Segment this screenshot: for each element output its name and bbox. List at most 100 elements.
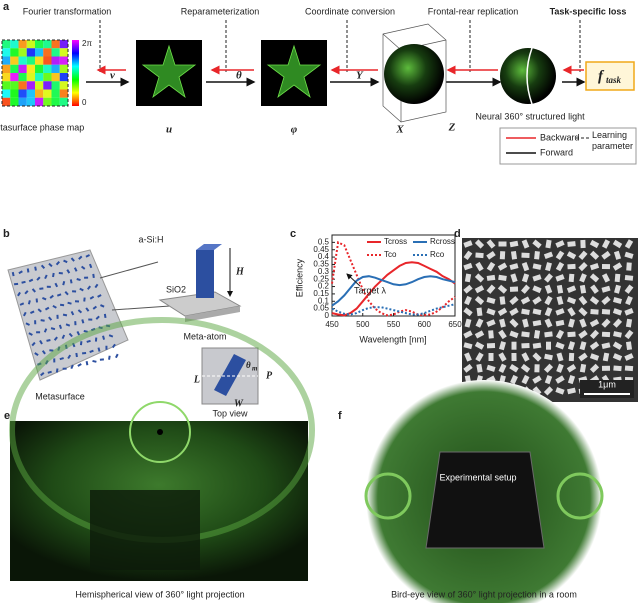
pillar (578, 307, 588, 317)
phase-pixel (59, 81, 69, 90)
sphere (500, 48, 556, 104)
pillar (589, 341, 600, 351)
annotation: Target λ (354, 285, 387, 295)
pillar (463, 342, 473, 350)
pillar (601, 264, 611, 270)
pillar (590, 309, 599, 315)
x-tick-label: 500 (356, 320, 370, 329)
pillar (521, 261, 530, 272)
pillar (521, 308, 530, 315)
pillar (544, 331, 553, 338)
pillar (602, 352, 610, 362)
phase-pixel (18, 64, 27, 74)
phase-pixel (10, 97, 19, 107)
phase-pixel (18, 40, 27, 49)
atom (86, 339, 91, 343)
atom (34, 320, 37, 325)
atom (55, 368, 59, 373)
atom (55, 261, 61, 266)
pillar (511, 352, 517, 362)
atom (83, 297, 86, 302)
pillar (614, 284, 621, 294)
atom (76, 278, 81, 282)
pillar (579, 341, 587, 351)
atom (39, 287, 44, 290)
phase-pixel (26, 56, 36, 65)
pillar (556, 352, 564, 362)
atom (99, 358, 104, 361)
pillar (544, 318, 553, 328)
atom (88, 318, 93, 321)
pillar (601, 331, 611, 338)
pillar (601, 365, 611, 371)
step-label: Task-specific loss (550, 6, 627, 16)
caption: Neural 360° structured light (475, 111, 585, 121)
step-label: Coordinate conversion (305, 6, 395, 16)
phase-pixel (10, 89, 19, 98)
atom (26, 268, 30, 273)
pillar (567, 241, 576, 247)
plot-frame (331, 234, 456, 317)
pillar (601, 250, 611, 260)
y-tick-label: 0.05 (313, 304, 329, 313)
pillar (474, 330, 485, 339)
pillar (568, 318, 575, 328)
phase-pixel (26, 64, 36, 74)
atom (40, 264, 46, 269)
legend-label: Learning parameter (592, 130, 634, 151)
pillar (601, 309, 611, 315)
pillar (612, 262, 623, 271)
pillar (520, 296, 531, 305)
atom (63, 259, 68, 264)
atom (105, 345, 108, 350)
atom (28, 278, 34, 283)
pillar (532, 352, 542, 362)
phase-pixel (59, 64, 69, 74)
atom (111, 343, 116, 349)
pillar (566, 296, 577, 305)
pillar (511, 341, 517, 350)
pillar (532, 239, 542, 249)
atom (92, 273, 95, 279)
caption: Top view (212, 408, 248, 418)
material-label: a-Si:H (138, 234, 163, 244)
chart: 00.050.10.150.20.250.30.350.40.450.5 450 5… (313, 234, 462, 329)
phase-pixel (26, 89, 36, 98)
pillar (544, 295, 553, 306)
pillar (532, 375, 542, 384)
pillar (601, 285, 611, 293)
pillar (612, 318, 623, 328)
substrate-label: SiO2 (166, 284, 186, 294)
pillar (499, 296, 506, 305)
phase-pixel (59, 89, 69, 98)
star (266, 44, 322, 99)
caption: Metasurface (35, 391, 85, 401)
pillar (532, 308, 542, 316)
pillar (476, 363, 483, 373)
image-label: Z (448, 122, 456, 134)
atom (35, 298, 39, 303)
phase-pixel (51, 56, 60, 65)
atom (59, 357, 64, 361)
pillar (476, 307, 483, 317)
phase-pixel (35, 40, 44, 49)
phase-pixel (10, 73, 19, 82)
y-tick-label: 0.45 (313, 245, 329, 254)
phase-pixel (26, 81, 36, 90)
legend-label: Rco (430, 250, 445, 259)
atom (48, 262, 53, 268)
atom (95, 315, 100, 320)
atom (100, 304, 105, 308)
legend-box (499, 127, 637, 165)
pillar (533, 330, 541, 339)
step-label: Fourier transformation (23, 6, 112, 16)
phase-pixel (26, 97, 36, 107)
phase-pixel (51, 89, 60, 98)
pillar (556, 284, 564, 294)
pillar (544, 353, 553, 361)
atom (67, 301, 72, 305)
atom (86, 285, 92, 290)
phase-pixel (2, 97, 11, 107)
phase-pixel (18, 73, 27, 82)
atom (77, 363, 82, 367)
